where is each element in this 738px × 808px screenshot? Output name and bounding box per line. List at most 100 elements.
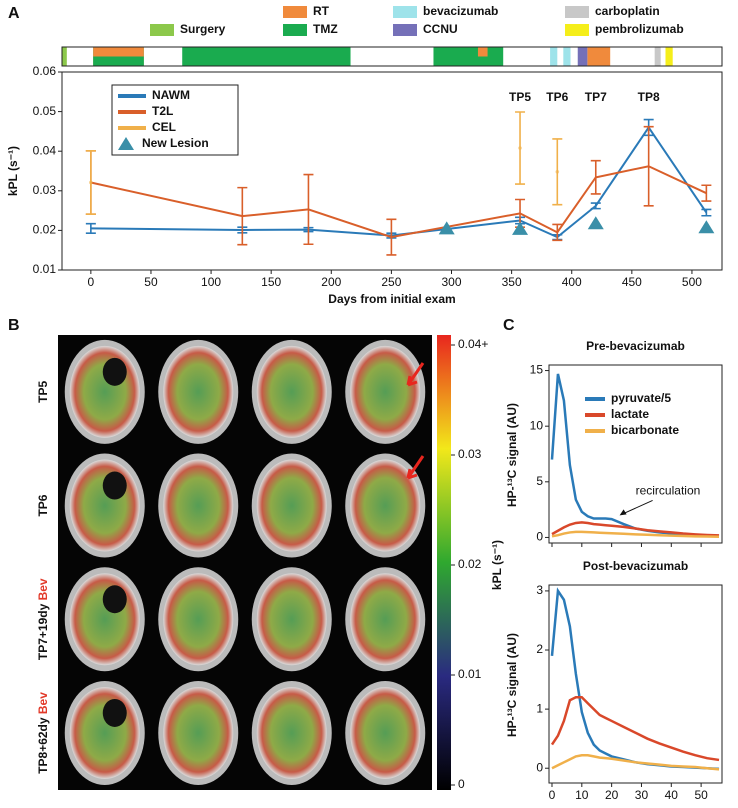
legend-label: New Lesion <box>142 136 209 150</box>
error-bar <box>643 125 654 207</box>
brain-map <box>350 573 421 666</box>
x-tick-label: 0 <box>88 275 95 289</box>
treatment-period <box>433 47 504 66</box>
brain-map <box>163 686 234 779</box>
brain-map <box>69 345 140 438</box>
lesion-cavity <box>102 698 127 727</box>
error-bar <box>590 202 601 210</box>
timepoint-label: TP6 <box>546 90 568 104</box>
image-row-label: TP6 <box>36 494 50 516</box>
brain-map <box>256 686 327 779</box>
colorbar-tick-label: 0 <box>458 777 465 791</box>
timepoint-label: TP7 <box>585 90 607 104</box>
lesion-marker <box>698 220 715 234</box>
error-bar <box>386 218 397 256</box>
legend-label: carboplatin <box>595 4 660 18</box>
panel-letter: B <box>8 317 20 334</box>
annotation-arrowhead <box>619 509 627 516</box>
brain-map <box>163 345 234 438</box>
treatment-period <box>654 47 661 66</box>
row-label-text: TP7+19dy <box>36 603 50 660</box>
point <box>518 146 522 150</box>
lesion-marker <box>587 216 604 230</box>
lesion-cavity <box>102 357 127 386</box>
x-tick-label: 10 <box>575 788 589 802</box>
y-axis-label: HP-¹³C signal (AU) <box>505 403 519 507</box>
x-tick-label: 50 <box>144 275 158 289</box>
series-line <box>551 753 720 771</box>
legend-swatch <box>118 137 134 150</box>
row-label-highlight: Bev <box>36 692 50 714</box>
y-axis-label: HP-¹³C signal (AU) <box>505 633 519 737</box>
annotation-arrow <box>621 499 653 515</box>
x-tick-label: 400 <box>562 275 582 289</box>
brain-map <box>350 345 421 438</box>
colorbar-tick-label: 0.03 <box>458 447 482 461</box>
colorbar-tick-label: 0.02 <box>458 557 482 571</box>
error-bar <box>237 186 248 246</box>
lesion-marker <box>512 221 529 235</box>
colorbar-label: kPL (s⁻¹) <box>490 540 504 590</box>
brain-map <box>350 686 421 779</box>
error-bar <box>552 223 563 242</box>
y-tick-label: 1 <box>536 701 543 715</box>
legend-swatch <box>565 6 589 18</box>
x-tick-label: 350 <box>502 275 522 289</box>
y-tick-label: 0.02 <box>33 223 57 237</box>
error-bar <box>590 159 601 195</box>
lesion-cavity <box>102 585 127 614</box>
plot-frame <box>61 71 723 271</box>
treatment-period <box>665 47 673 66</box>
panel-letter: C <box>503 317 515 334</box>
image-row-label: TP8+62dy Bev <box>36 692 50 774</box>
x-tick-label: 150 <box>261 275 281 289</box>
x-tick-label: 40 <box>665 788 679 802</box>
legend-label: pembrolizumab <box>595 22 684 36</box>
legend-label: bicarbonate <box>611 423 679 437</box>
y-tick-label: 15 <box>530 363 544 377</box>
x-tick-label: 200 <box>321 275 341 289</box>
x-tick-label: 300 <box>441 275 461 289</box>
brain-map <box>163 573 234 666</box>
treatment-period-half <box>93 56 144 66</box>
legend-label: T2L <box>152 104 173 118</box>
point <box>89 180 93 185</box>
x-tick-label: 450 <box>622 275 642 289</box>
colorbar-tick-label: 0.01 <box>458 667 482 681</box>
y-tick-label: 5 <box>536 474 543 488</box>
brain-map <box>256 459 327 552</box>
lesion-arrow <box>406 455 425 480</box>
legend-label: CCNU <box>423 22 458 36</box>
annotation: recirculation <box>636 484 701 498</box>
legend-label: CEL <box>152 120 176 134</box>
brain-map <box>69 573 140 666</box>
treatment-period <box>577 47 588 66</box>
lesion-arrow <box>406 362 425 387</box>
error-bar <box>303 173 314 246</box>
legend-swatch <box>565 24 589 36</box>
y-tick-label: 10 <box>530 418 544 432</box>
timepoint-label: TP5 <box>509 90 531 104</box>
row-label-highlight: Bev <box>36 578 50 600</box>
y-tick-label: 0.06 <box>33 64 57 78</box>
y-tick-label: 0.05 <box>33 104 57 118</box>
legend-label: pyruvate/5 <box>611 391 671 405</box>
error-bar <box>85 222 96 234</box>
legend-label: bevacizumab <box>423 4 498 18</box>
lesion-cavity <box>102 471 127 500</box>
brain-map <box>350 459 421 552</box>
y-tick-label: 0.03 <box>33 183 57 197</box>
brain-map <box>256 345 327 438</box>
plot-frame <box>548 584 723 784</box>
row-label-text: TP5 <box>36 381 50 403</box>
y-tick-label: 0.01 <box>33 262 57 276</box>
legend-swatch <box>283 6 307 18</box>
legend-swatch <box>150 24 174 36</box>
chart-title: Post-bevacizumab <box>583 559 688 573</box>
chart-title: Pre-bevacizumab <box>586 339 685 353</box>
row-label-text: TP8+62dy <box>36 717 50 774</box>
x-tick-label: 0 <box>549 788 556 802</box>
y-tick-label: 0 <box>536 530 543 544</box>
x-tick-label: 50 <box>694 788 708 802</box>
